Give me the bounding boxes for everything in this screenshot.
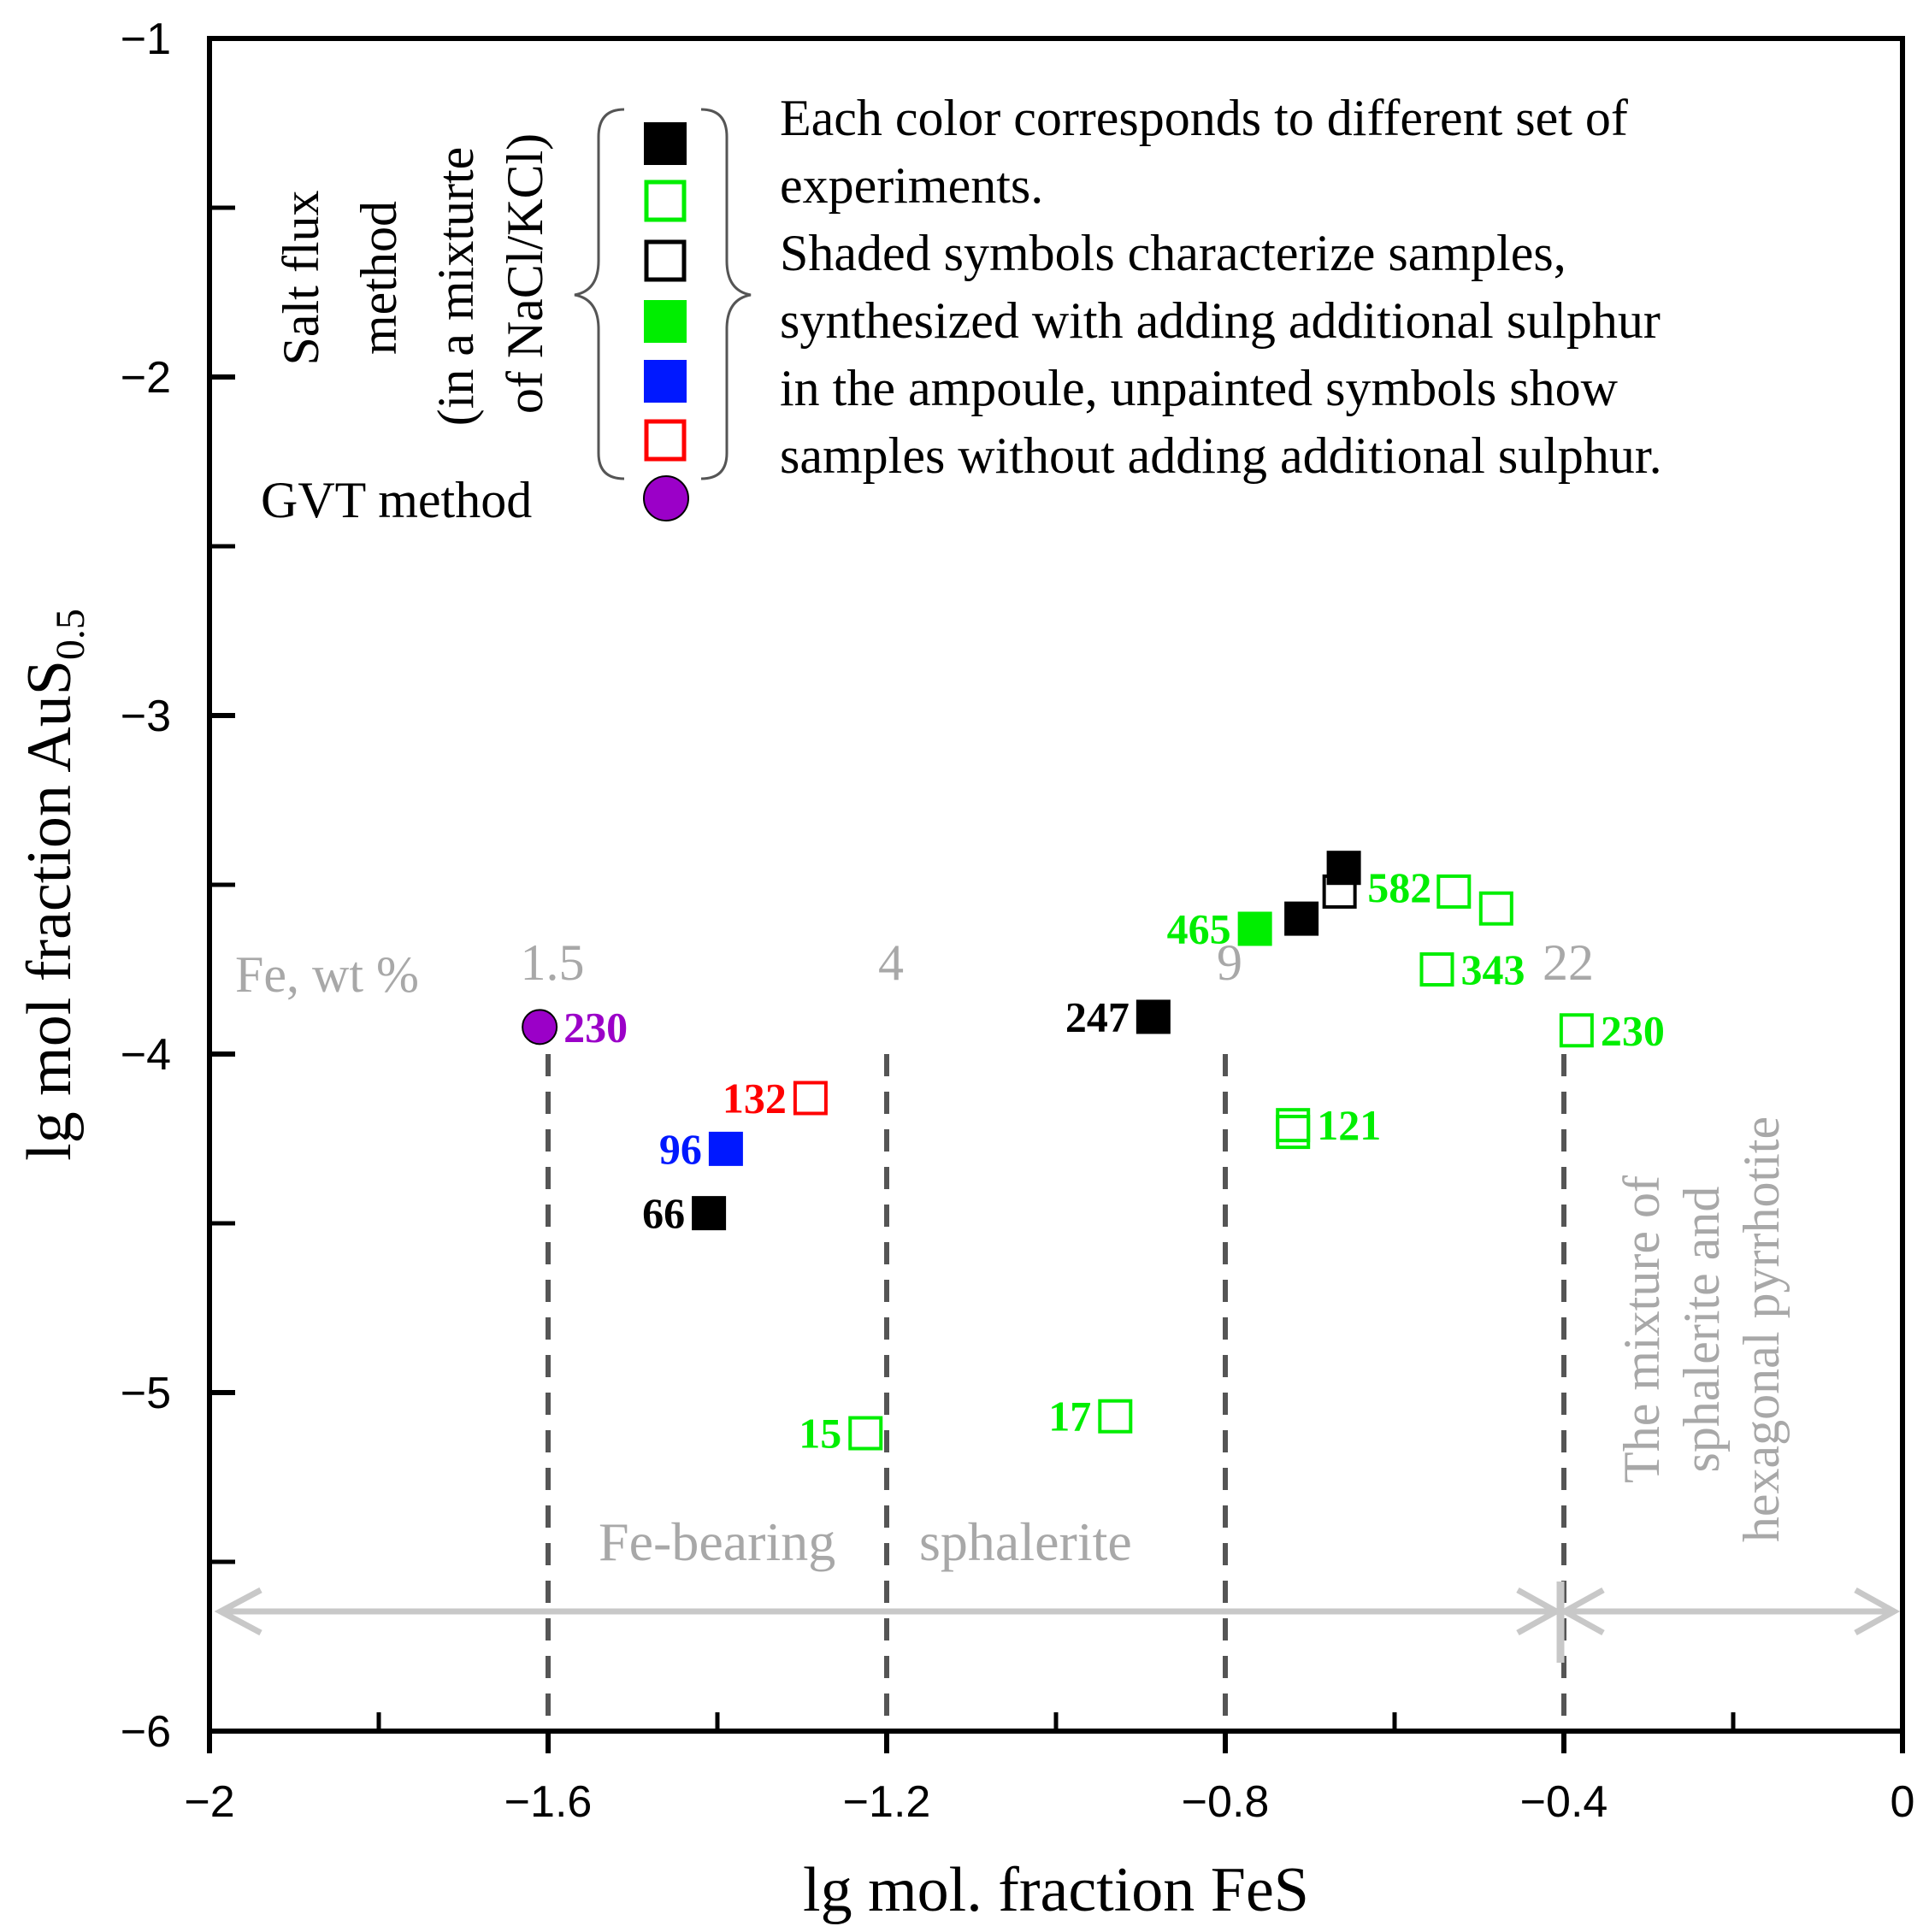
data-point bbox=[1276, 1115, 1311, 1150]
mixture-line-2: sphalerite and bbox=[1673, 1187, 1730, 1473]
fe-line-label: 1.5 bbox=[521, 934, 585, 991]
data-point bbox=[708, 1131, 743, 1166]
data-point bbox=[1559, 1013, 1594, 1048]
y-tick-label: −2 bbox=[121, 353, 171, 403]
point-label: 96 bbox=[659, 1125, 702, 1173]
data-point bbox=[1478, 891, 1513, 926]
y-tick-label: −3 bbox=[121, 692, 171, 741]
point-label: 230 bbox=[1601, 1006, 1665, 1054]
x-tick-label: −0.4 bbox=[1520, 1777, 1608, 1827]
point-label: 343 bbox=[1461, 945, 1525, 993]
x-tick-label: −1.6 bbox=[504, 1777, 593, 1827]
data-point bbox=[793, 1081, 828, 1116]
data-points: 66 247 15 17 121 343 582 230 465 96 132 230 bbox=[522, 851, 1665, 1458]
y-tick-label: −5 bbox=[121, 1369, 171, 1418]
data-point bbox=[848, 1416, 883, 1451]
legend-salt-flux-line-3: (in a mixturte bbox=[428, 147, 484, 427]
x-tick-label: −2 bbox=[184, 1777, 234, 1827]
legend-salt-flux-line-2: method bbox=[351, 201, 407, 355]
legend-left-brace bbox=[574, 108, 625, 480]
point-label: 465 bbox=[1167, 904, 1231, 952]
legend-red-open-square bbox=[644, 419, 687, 462]
y-axis-title-main: lg mol fraction AuS bbox=[15, 660, 85, 1161]
point-label: 247 bbox=[1065, 993, 1130, 1040]
data-point bbox=[1322, 874, 1357, 909]
y-tick-label: −6 bbox=[121, 1707, 171, 1757]
legend-description-line-4: synthesized with adding additional sulph… bbox=[780, 292, 1661, 349]
legend-black-open-square bbox=[644, 239, 687, 282]
fe-line-label: 4 bbox=[878, 934, 904, 991]
mixture-line-3: hexagonal pyrrhotite bbox=[1733, 1116, 1790, 1542]
point-label: 582 bbox=[1367, 863, 1431, 911]
axis-ticks: −2 −1.6 −1.2 −0.8 −0.4 0 −1 −2 −3 −4 −5 −6 bbox=[121, 15, 1915, 1827]
x-tick-label: −0.8 bbox=[1182, 1777, 1270, 1827]
fe-wt-title: Fe, wt % bbox=[235, 946, 419, 1003]
legend-purple-circle bbox=[643, 475, 689, 521]
legend-blue-filled-square bbox=[644, 360, 687, 403]
legend: Salt flux method (in a mixturte of NaCl/… bbox=[261, 90, 1662, 528]
legend-description-line-2: experiments. bbox=[780, 157, 1043, 214]
range-arrows bbox=[214, 1582, 1901, 1663]
legend-green-filled-square bbox=[644, 300, 687, 343]
fe-bearing-label: Fe-bearing bbox=[599, 1511, 835, 1572]
point-label: 66 bbox=[642, 1189, 685, 1237]
y-axis-title: lg mol fraction AuS0.5 bbox=[15, 609, 93, 1161]
data-point bbox=[522, 1009, 558, 1046]
x-tick-label: 0 bbox=[1891, 1777, 1915, 1827]
data-point bbox=[1237, 911, 1272, 946]
data-point bbox=[1436, 874, 1472, 909]
legend-right-brace bbox=[700, 108, 752, 480]
legend-description-line-3: Shaded symbols characterize samples, bbox=[780, 225, 1566, 281]
point-label: 132 bbox=[723, 1074, 787, 1122]
legend-gvt-label: GVT method bbox=[261, 472, 532, 528]
fe-dashed-lines: 1.5 4 9 22 bbox=[521, 934, 1594, 1729]
legend-green-open-square bbox=[644, 180, 687, 222]
mixture-line-1: The mixture of bbox=[1613, 1175, 1670, 1483]
legend-salt-flux-line-4: of NaCl/KCl) bbox=[497, 133, 553, 414]
sphalerite-label: sphalerite bbox=[919, 1511, 1132, 1572]
point-label: 15 bbox=[799, 1410, 841, 1458]
data-point bbox=[1419, 952, 1454, 987]
fe-line-label: 22 bbox=[1543, 934, 1594, 991]
x-axis-title: lg mol. fraction FeS bbox=[803, 1855, 1309, 1925]
legend-salt-flux-line-1: Salt flux bbox=[273, 191, 329, 366]
y-tick-label: −4 bbox=[121, 1030, 171, 1080]
mixture-annotation: The mixture of sphalerite and hexagonal … bbox=[1613, 1116, 1790, 1542]
data-point bbox=[1098, 1399, 1133, 1434]
x-tick-label: −1.2 bbox=[843, 1777, 931, 1827]
legend-description-line-5: in the ampoule, unpainted symbols show bbox=[780, 360, 1619, 416]
legend-black-filled-square bbox=[644, 122, 687, 165]
legend-description-line-6: samples without adding additional sulphu… bbox=[780, 427, 1662, 484]
y-axis-title-subscript: 0.5 bbox=[48, 609, 93, 660]
y-tick-label: −1 bbox=[121, 15, 171, 64]
point-label: 17 bbox=[1048, 1393, 1091, 1440]
point-label: 230 bbox=[563, 1003, 628, 1051]
data-point bbox=[1284, 901, 1319, 936]
point-label: 121 bbox=[1317, 1101, 1381, 1149]
data-point bbox=[1136, 999, 1171, 1034]
data-point bbox=[692, 1196, 727, 1231]
data-point bbox=[1276, 1108, 1311, 1143]
legend-description-line-1: Each color corresponds to different set … bbox=[780, 90, 1628, 146]
